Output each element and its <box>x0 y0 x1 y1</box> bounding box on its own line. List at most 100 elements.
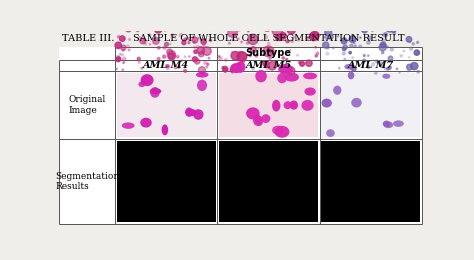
Text: AML M4: AML M4 <box>143 61 189 70</box>
Circle shape <box>366 10 369 13</box>
Circle shape <box>263 46 274 57</box>
Circle shape <box>352 67 356 71</box>
Circle shape <box>386 46 388 48</box>
Circle shape <box>310 9 313 12</box>
Circle shape <box>408 20 411 24</box>
Ellipse shape <box>274 126 290 138</box>
Circle shape <box>387 9 390 12</box>
Circle shape <box>246 42 248 44</box>
Ellipse shape <box>290 100 298 110</box>
Circle shape <box>125 25 132 32</box>
Ellipse shape <box>283 101 292 109</box>
Circle shape <box>262 62 265 66</box>
Circle shape <box>404 12 406 14</box>
Ellipse shape <box>344 64 355 70</box>
Ellipse shape <box>383 74 390 79</box>
Circle shape <box>326 37 328 40</box>
Circle shape <box>315 14 318 17</box>
Text: SAMPLE OF WHOLE CELL SEGMENTATION RESULT: SAMPLE OF WHOLE CELL SEGMENTATION RESULT <box>133 34 404 43</box>
Circle shape <box>379 44 386 51</box>
Circle shape <box>116 57 121 62</box>
Circle shape <box>341 38 347 44</box>
Circle shape <box>237 52 247 61</box>
Circle shape <box>326 52 329 55</box>
Ellipse shape <box>150 88 161 94</box>
Circle shape <box>297 54 298 56</box>
Circle shape <box>349 36 356 42</box>
Ellipse shape <box>253 114 261 126</box>
Circle shape <box>193 41 195 43</box>
Circle shape <box>117 55 120 58</box>
Circle shape <box>145 43 146 45</box>
Circle shape <box>193 9 197 12</box>
Circle shape <box>306 60 312 66</box>
Circle shape <box>388 56 393 61</box>
Circle shape <box>329 35 333 39</box>
Circle shape <box>284 15 288 18</box>
Circle shape <box>173 14 178 19</box>
Circle shape <box>328 13 330 15</box>
Circle shape <box>386 25 388 26</box>
Circle shape <box>182 39 185 42</box>
Circle shape <box>167 49 173 55</box>
Circle shape <box>132 25 135 29</box>
Circle shape <box>157 47 160 49</box>
Circle shape <box>276 34 282 41</box>
Circle shape <box>194 50 198 54</box>
Circle shape <box>233 33 236 36</box>
Circle shape <box>155 26 162 33</box>
Circle shape <box>367 41 370 44</box>
Circle shape <box>359 45 362 48</box>
Circle shape <box>322 25 324 27</box>
Circle shape <box>323 42 329 48</box>
Circle shape <box>417 41 419 43</box>
Circle shape <box>353 42 355 44</box>
Circle shape <box>180 34 183 37</box>
Circle shape <box>140 19 141 20</box>
Circle shape <box>203 39 206 42</box>
Circle shape <box>361 16 365 21</box>
Circle shape <box>181 60 183 62</box>
Circle shape <box>188 42 190 44</box>
Circle shape <box>263 61 269 67</box>
Circle shape <box>368 12 370 14</box>
Circle shape <box>196 46 199 48</box>
Ellipse shape <box>246 107 260 120</box>
Bar <box>219 73 318 138</box>
Circle shape <box>315 23 317 25</box>
Circle shape <box>410 47 412 50</box>
Circle shape <box>362 27 367 33</box>
Ellipse shape <box>333 86 341 95</box>
Circle shape <box>182 16 185 20</box>
Circle shape <box>316 52 319 55</box>
Circle shape <box>249 54 251 57</box>
Circle shape <box>222 66 228 72</box>
Circle shape <box>272 25 283 36</box>
Circle shape <box>302 11 313 22</box>
Circle shape <box>214 10 217 12</box>
Circle shape <box>241 60 245 63</box>
Circle shape <box>325 29 332 36</box>
Circle shape <box>203 45 205 47</box>
Circle shape <box>173 23 178 29</box>
Circle shape <box>374 72 377 74</box>
Circle shape <box>184 7 188 10</box>
Circle shape <box>219 57 222 60</box>
Circle shape <box>315 55 318 57</box>
Ellipse shape <box>326 129 335 137</box>
Circle shape <box>268 49 271 53</box>
Circle shape <box>252 68 254 70</box>
Circle shape <box>380 65 383 68</box>
Circle shape <box>286 58 288 60</box>
Circle shape <box>201 39 206 44</box>
Circle shape <box>137 15 143 21</box>
Circle shape <box>122 49 124 51</box>
Circle shape <box>255 55 257 57</box>
Circle shape <box>414 50 419 55</box>
Circle shape <box>350 44 353 47</box>
Text: AML M7: AML M7 <box>348 61 394 70</box>
Circle shape <box>188 38 190 40</box>
Circle shape <box>134 7 137 10</box>
Circle shape <box>363 59 365 62</box>
Ellipse shape <box>185 107 193 117</box>
